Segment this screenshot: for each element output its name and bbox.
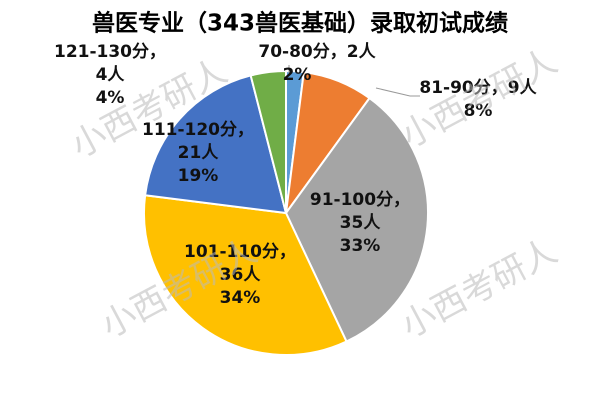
watermark: 小西考研人 [395,41,564,156]
category-label: 81-90分， [419,78,507,98]
category-label: 91-100分， [310,190,410,210]
count-label: 9人 [508,78,538,98]
pie-slice [144,74,288,215]
count-label: 35人 [340,213,382,233]
percent-label: 19% [178,166,219,186]
count-label: 21人 [178,143,220,163]
count-label: 36人 [220,265,262,285]
count-label: 4人 [96,65,126,85]
percent-label: 4% [96,88,125,108]
category-label: 101-110分， [184,242,296,262]
percent-label: 8% [464,101,493,121]
pie-slice [249,69,287,214]
data-label: 70-80分，2人 [258,42,376,62]
category-label: 121-130分， [54,42,166,62]
count-label: 2人 [347,42,377,62]
chart-title: 兽医专业（343兽医基础）录取初试成绩 [92,10,508,37]
leader-line [375,87,420,97]
percent-label: 33% [340,236,381,256]
pie [143,69,429,356]
percent-label: 34% [220,288,261,308]
data-label: 81-90分，9人 [419,78,537,98]
category-label: 70-80分， [258,42,346,62]
labels: 70-80分，2人 2% 81-90分，9人 8% 91-100分， 35人 33% 101-… [54,42,538,308]
pie-slice [284,96,429,343]
category-label: 111-120分， [142,120,254,140]
percent-label: 2% [283,65,312,85]
pie-slice [143,194,348,356]
